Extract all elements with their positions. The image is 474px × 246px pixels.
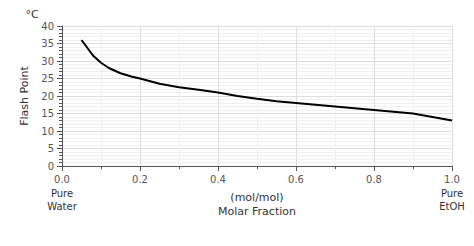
svg-text:20: 20 — [41, 91, 54, 102]
svg-text:0: 0 — [48, 161, 54, 172]
svg-text:Pure: Pure — [441, 188, 463, 199]
svg-text:0.0: 0.0 — [54, 174, 70, 185]
svg-text:(mol/mol): (mol/mol) — [230, 191, 283, 204]
svg-text:35: 35 — [41, 38, 54, 49]
svg-text:0.4: 0.4 — [210, 174, 226, 185]
svg-text:Pure: Pure — [51, 188, 73, 199]
svg-text:Molar Fraction: Molar Fraction — [218, 205, 296, 218]
svg-text:Flash Point: Flash Point — [18, 65, 31, 125]
svg-text:10: 10 — [41, 126, 54, 137]
svg-text:15: 15 — [41, 108, 54, 119]
svg-text:0.6: 0.6 — [288, 174, 304, 185]
svg-text:Water: Water — [47, 201, 77, 212]
svg-text:°C: °C — [25, 8, 39, 21]
svg-text:30: 30 — [41, 56, 54, 67]
svg-text:0.8: 0.8 — [366, 174, 382, 185]
svg-text:EtOH: EtOH — [439, 201, 465, 212]
svg-text:0.2: 0.2 — [132, 174, 148, 185]
svg-text:40: 40 — [41, 21, 54, 32]
svg-text:5: 5 — [48, 143, 54, 154]
svg-text:25: 25 — [41, 73, 54, 84]
svg-text:1.0: 1.0 — [444, 174, 460, 185]
